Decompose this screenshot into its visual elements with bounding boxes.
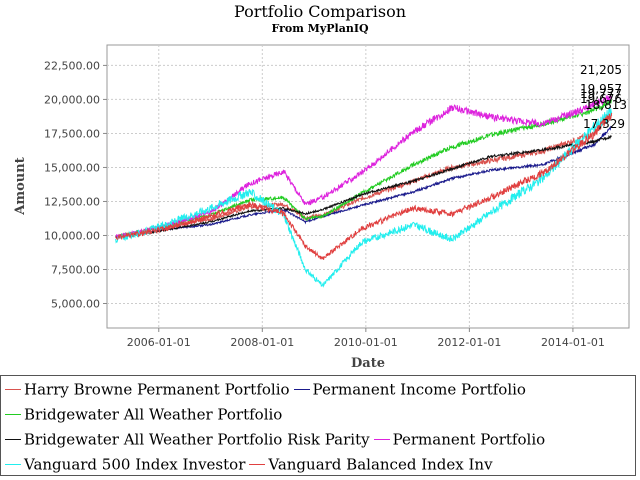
legend-row: Vanguard 500 Index Investor Vanguard Bala… — [5, 453, 635, 478]
end-value-label: 21,205 — [580, 63, 622, 77]
series-line-3 — [115, 99, 613, 239]
legend-item: Permanent Portfolio — [373, 428, 546, 451]
axes: 5,000.00 7,500.00 10,000.00 12,500.00 15,000… — [44, 59, 605, 349]
y-tick-label: 12,500.00 — [44, 195, 100, 208]
legend-label: Harry Browne Permanent Portfolio — [24, 380, 290, 399]
y-tick-label: 15,000.00 — [44, 161, 100, 174]
legend-label: Vanguard Balanced Index Inv — [268, 455, 493, 474]
legend-label: Vanguard 500 Index Investor — [24, 455, 246, 474]
legend-label: Bridgewater All Weather Portfolio Risk P… — [24, 430, 370, 449]
plot-area — [106, 44, 630, 329]
y-tick-label: 5,000.00 — [51, 298, 100, 311]
legend-swatch — [373, 439, 390, 440]
x-axis-label: Date — [351, 356, 385, 371]
legend-item: Vanguard 500 Index Investor — [5, 453, 245, 476]
chart-title: Portfolio Comparison — [234, 2, 406, 21]
y-tick-label: 17,500.00 — [44, 127, 100, 140]
series-line-7 — [115, 112, 613, 260]
end-value-label: 19,676 — [580, 92, 622, 106]
end-value-label: 19,777 — [580, 87, 622, 101]
legend-label: Bridgewater All Weather Portfolio — [24, 405, 283, 424]
legend-label: Permanent Portfolio — [392, 430, 546, 449]
legend-item: Bridgewater All Weather Portfolio — [5, 403, 282, 426]
series-lines — [115, 95, 613, 288]
legend-row: Bridgewater All Weather Portfolio — [5, 403, 635, 428]
legend-item: Harry Browne Permanent Portfolio — [5, 378, 290, 401]
legend-swatch — [293, 389, 310, 390]
legend-item: Vanguard Balanced Index Inv — [249, 453, 493, 476]
series-line-2 — [115, 125, 612, 239]
x-tick-label: 2014-01-01 — [541, 336, 605, 349]
series-line-5 — [115, 95, 612, 240]
grid-lines — [107, 45, 629, 328]
legend-row: Bridgewater All Weather Portfolio Risk P… — [5, 428, 635, 453]
series-line-6 — [115, 106, 613, 288]
y-tick-label: 10,000.00 — [44, 229, 100, 242]
legend-swatch — [5, 414, 21, 415]
legend-item: Bridgewater All Weather Portfolio Risk P… — [5, 428, 370, 451]
chart-subtitle: From MyPlanIQ — [271, 22, 369, 35]
legend-swatch — [5, 439, 21, 440]
legend-swatch — [249, 464, 266, 465]
legend-item: Permanent Income Portfolio — [293, 378, 526, 401]
x-tick-label: 2006-01-01 — [127, 336, 191, 349]
x-tick-label: 2008-01-01 — [230, 336, 294, 349]
y-axis-label: Amount — [13, 157, 28, 215]
y-tick-label: 20,000.00 — [44, 93, 100, 106]
end-value-label: 18,813 — [585, 98, 627, 112]
chart-legend: Harry Browne Permanent Portfolio Permanen… — [0, 375, 636, 476]
legend-row: Harry Browne Permanent Portfolio Permanen… — [5, 378, 635, 403]
legend-swatch — [5, 389, 21, 390]
series-line-4 — [115, 134, 612, 239]
end-value-label: 19,957 — [580, 82, 622, 96]
y-tick-label: 7,500.00 — [51, 263, 100, 276]
x-tick-label: 2010-01-01 — [334, 336, 398, 349]
x-tick-label: 2012-01-01 — [437, 336, 501, 349]
y-tick-label: 22,500.00 — [44, 59, 100, 72]
end-value-label: 17,329 — [583, 117, 625, 131]
line-chart: Portfolio Comparison From MyPlanIQ 5,000… — [13, 2, 630, 371]
legend-label: Permanent Income Portfolio — [312, 380, 526, 399]
legend-swatch — [5, 464, 21, 465]
